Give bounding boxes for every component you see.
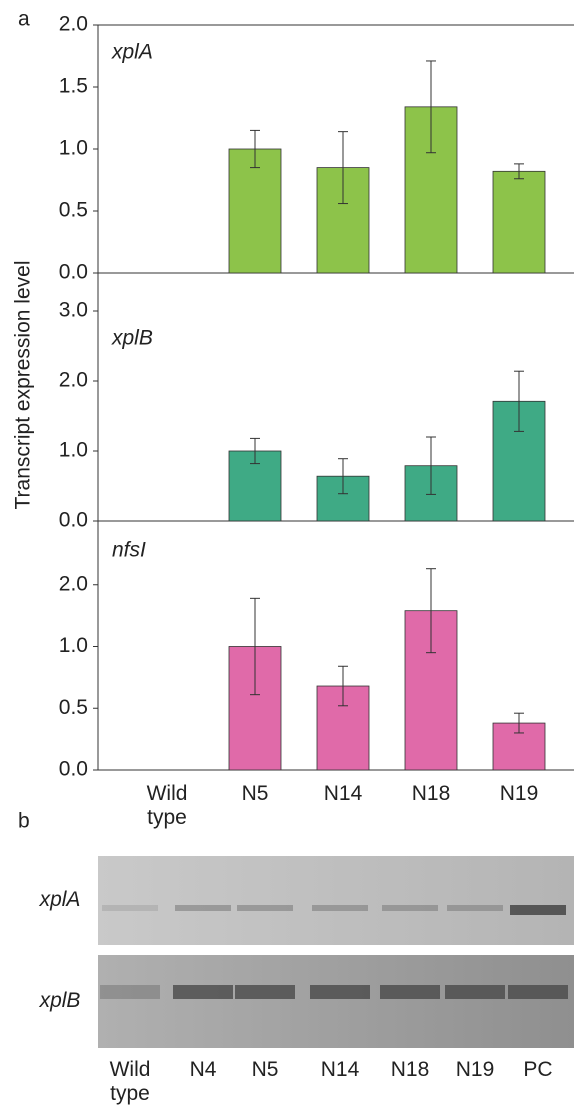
gel-row-label: xplA xyxy=(39,888,81,911)
lane-label: Wild type xyxy=(109,1058,151,1105)
bar xyxy=(492,170,546,274)
y-tick-label: 1.0 xyxy=(59,634,88,657)
gel-band xyxy=(173,985,233,999)
lane-label: PC xyxy=(523,1058,553,1081)
lane-label: N14 xyxy=(320,1058,360,1081)
x-tick-label: N5 xyxy=(241,782,269,805)
gene-label: xplA xyxy=(111,41,153,64)
gel-band xyxy=(380,985,440,999)
y-tick-label: 0.0 xyxy=(59,509,88,532)
y-tick-label: 1.0 xyxy=(59,439,88,462)
x-tick-label: Wild type xyxy=(146,782,188,829)
gel-band xyxy=(312,905,368,911)
y-tick-label: 0.5 xyxy=(59,199,88,222)
y-tick-label: 1.0 xyxy=(59,137,88,160)
gel-band xyxy=(447,905,503,911)
gel-band xyxy=(510,905,566,915)
gel-band xyxy=(310,985,370,999)
gel-band xyxy=(175,905,231,911)
gel-row-label: xplB xyxy=(39,989,81,1012)
gel-band xyxy=(508,985,568,999)
y-axis-label: Transcript expression level xyxy=(12,261,35,510)
y-tick-label: 2.0 xyxy=(59,369,88,392)
y-tick-label: 2.0 xyxy=(59,572,88,595)
gel-image xyxy=(98,856,574,1048)
panel-label: a xyxy=(18,8,30,31)
gel-band xyxy=(445,985,505,999)
gel-band xyxy=(237,905,293,911)
lane-label: N5 xyxy=(251,1058,279,1081)
x-tick-label: N18 xyxy=(411,782,451,805)
y-tick-label: 1.5 xyxy=(59,75,88,98)
gel-band xyxy=(382,905,438,911)
bar xyxy=(228,148,282,274)
y-tick-label: 2.0 xyxy=(59,13,88,36)
gel-band xyxy=(235,985,295,999)
lane-label: N19 xyxy=(455,1058,495,1081)
gene-label: xplB xyxy=(111,327,153,350)
y-tick-label: 0.5 xyxy=(59,696,88,719)
gel-band xyxy=(102,905,158,911)
y-tick-label: 0.0 xyxy=(59,261,88,284)
panel-label: b xyxy=(18,810,30,833)
y-tick-label: 0.0 xyxy=(59,758,88,781)
y-tick-label: 3.0 xyxy=(59,299,88,322)
lane-label: N18 xyxy=(390,1058,430,1081)
gene-label: nfsI xyxy=(112,539,146,562)
lane-label: N4 xyxy=(189,1058,217,1081)
gel-band xyxy=(100,985,160,999)
x-tick-label: N14 xyxy=(323,782,363,805)
x-tick-label: N19 xyxy=(499,782,539,805)
